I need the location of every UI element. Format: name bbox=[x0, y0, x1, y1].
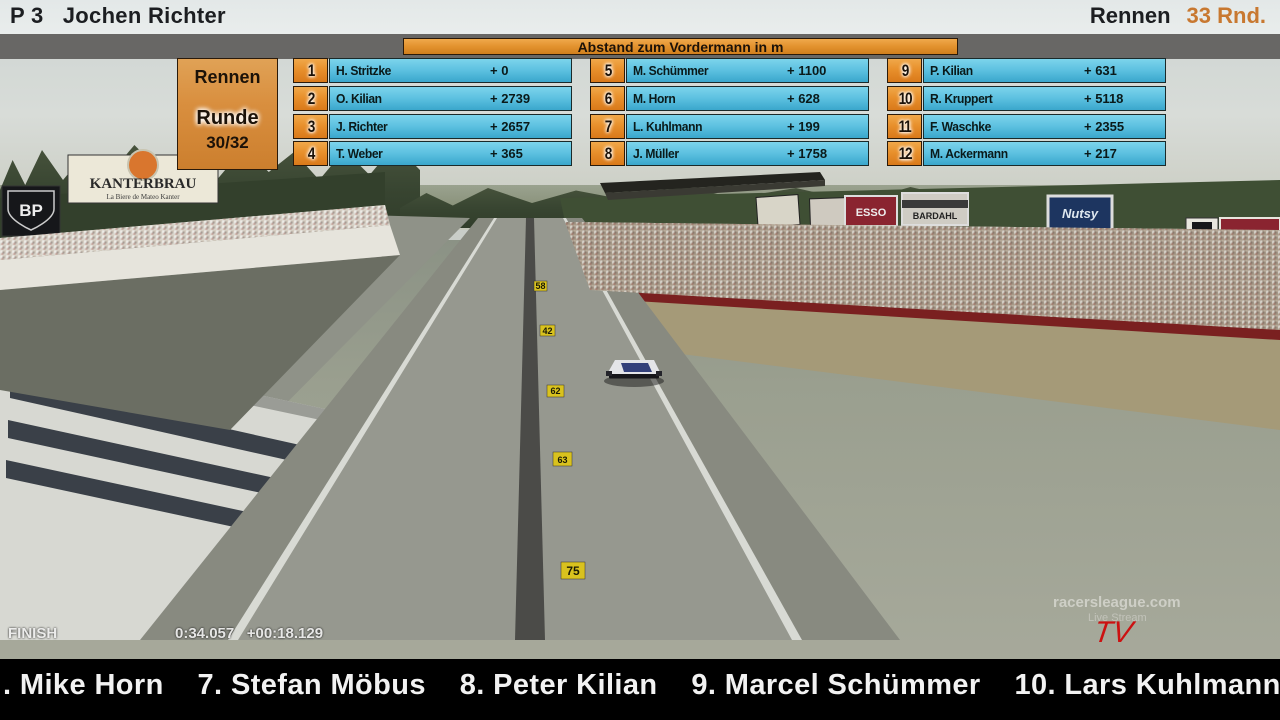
svg-text:63: 63 bbox=[557, 455, 567, 465]
svg-text:BP: BP bbox=[19, 201, 43, 220]
svg-text:La Biere de Mateo Kanter: La Biere de Mateo Kanter bbox=[106, 193, 180, 201]
svg-text:ESSO: ESSO bbox=[856, 207, 887, 219]
svg-text:62: 62 bbox=[550, 386, 560, 396]
svg-text:KANTERBRAU: KANTERBRAU bbox=[90, 176, 197, 192]
svg-text:75: 75 bbox=[566, 564, 580, 578]
svg-text:42: 42 bbox=[542, 326, 552, 336]
svg-text:Nutsy: Nutsy bbox=[1062, 206, 1099, 221]
svg-text:58: 58 bbox=[535, 281, 545, 291]
svg-text:TV: TV bbox=[1095, 616, 1138, 649]
svg-text:BARDAHL: BARDAHL bbox=[913, 211, 958, 221]
